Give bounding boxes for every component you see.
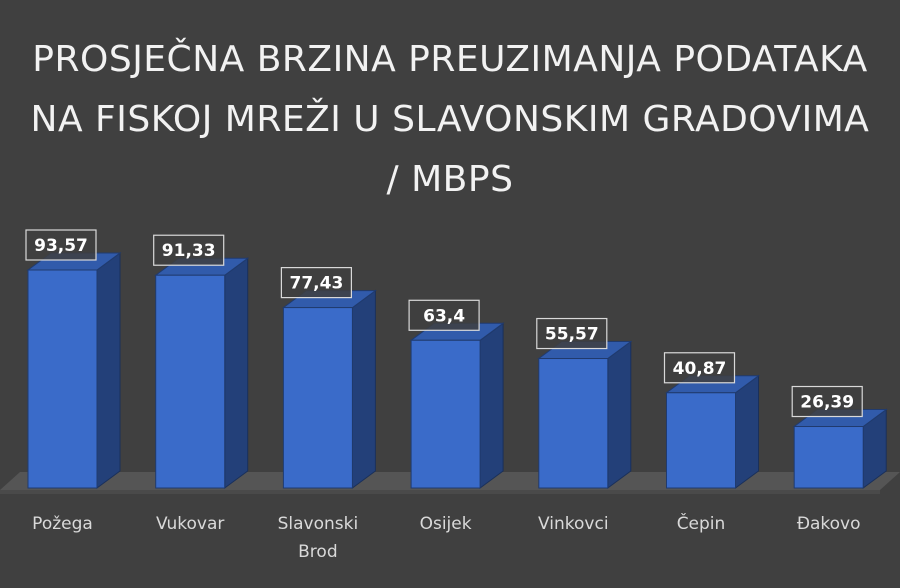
x-tick-label: Požega: [32, 514, 93, 534]
bar: [537, 340, 633, 489]
floor-edge: [0, 490, 880, 494]
value-label: 40,87: [673, 359, 727, 379]
bar: [409, 322, 505, 489]
bar-side: [224, 257, 249, 489]
value-label-box: [791, 385, 863, 418]
bar-front: [282, 307, 353, 489]
bar-side: [96, 252, 121, 489]
value-label: 63,4: [423, 306, 465, 326]
x-tick-label: Čepin: [676, 514, 726, 534]
value-label-box: [408, 299, 480, 331]
value-label-box: [280, 267, 352, 299]
bar: [664, 374, 761, 489]
x-tick-label: Osijek: [419, 514, 472, 534]
chart-title: PROSJEČNA BRZINA PREUZIMANJA PODATAKA NA…: [30, 39, 870, 200]
value-label: 93,57: [34, 236, 88, 256]
bar-front: [793, 426, 864, 489]
value-label: 26,39: [800, 393, 854, 413]
bar-side: [607, 340, 632, 489]
bar-side: [735, 374, 759, 489]
value-label-box: [25, 229, 97, 261]
bar-front: [538, 358, 609, 489]
bar-front: [410, 339, 481, 489]
value-label-box: [663, 352, 736, 384]
x-tick-label: Vukovar: [156, 514, 225, 534]
bar-side: [479, 322, 504, 489]
x-tick-label: Đakovo: [796, 514, 861, 534]
value-label-box: [153, 234, 225, 266]
value-label: 91,33: [162, 241, 216, 261]
x-tick-label: Slavonski Brod: [277, 514, 359, 562]
bar: [281, 289, 377, 489]
bar-front: [27, 269, 98, 489]
value-label: 77,43: [290, 274, 344, 294]
value-label: 55,57: [545, 325, 599, 345]
bar: [26, 252, 122, 489]
value-label-box: [536, 317, 608, 350]
x-tick-label: Vinkovci: [538, 514, 609, 534]
bar-side: [351, 289, 376, 489]
bar-front: [666, 392, 736, 489]
bar: [154, 257, 250, 489]
bar: [792, 408, 888, 489]
bar-front: [155, 274, 226, 489]
